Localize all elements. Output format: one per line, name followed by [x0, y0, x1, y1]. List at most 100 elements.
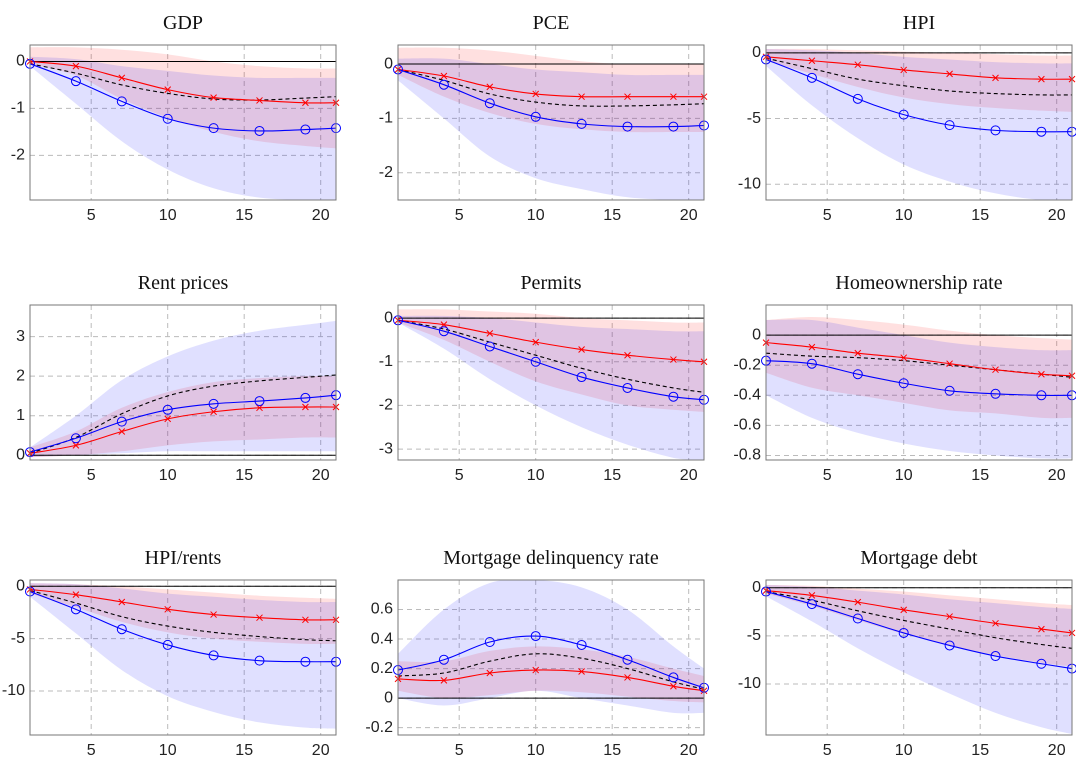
marker [1038, 625, 1045, 633]
y-tick-label: 0 [384, 309, 393, 326]
marker [1038, 75, 1045, 83]
line [398, 653, 704, 690]
line [398, 319, 704, 393]
confidence-band [766, 48, 1072, 112]
y-tick-label: 0 [384, 55, 393, 72]
y-tick-label: -0.2 [365, 719, 393, 736]
marker [254, 396, 265, 407]
y-tick-label: 0.4 [371, 630, 393, 647]
marker [806, 599, 817, 610]
marker [578, 93, 585, 101]
x-tick-label: 10 [527, 467, 545, 484]
marker [808, 343, 816, 351]
marker [898, 378, 909, 389]
marker [118, 74, 126, 82]
marker [484, 637, 495, 647]
x-tick-label: 20 [1048, 742, 1066, 759]
marker [164, 415, 172, 423]
x-tick-label: 15 [235, 742, 253, 759]
marker [530, 111, 541, 122]
y-tick-label: -0.6 [733, 417, 761, 434]
marker [900, 354, 908, 362]
marker [668, 672, 679, 683]
marker [300, 656, 311, 667]
marker [116, 96, 127, 107]
y-tick-label: 0 [752, 326, 761, 343]
y-tick-label: 0 [16, 578, 25, 595]
confidence-band [766, 584, 1072, 667]
marker [438, 654, 449, 665]
marker [944, 120, 955, 131]
marker [438, 79, 449, 90]
y-tick-label: -1 [379, 353, 393, 370]
x-tick-label: 10 [895, 742, 913, 759]
marker [118, 428, 126, 435]
y-tick-label: -10 [738, 675, 761, 692]
marker [302, 616, 309, 624]
x-tick-label: 5 [823, 742, 832, 759]
chart-title: GDP [163, 12, 203, 34]
confidence-band [398, 315, 704, 460]
marker [254, 655, 265, 666]
marker [992, 366, 999, 374]
marker [990, 388, 1001, 399]
marker [670, 356, 677, 363]
y-tick-label: 0 [752, 579, 761, 596]
marker [992, 619, 999, 627]
marker [164, 605, 172, 613]
x-tick-label: 20 [312, 467, 330, 484]
marker [256, 614, 263, 622]
marker [210, 611, 217, 618]
line [766, 360, 1072, 396]
confidence-band [398, 646, 704, 703]
marker [300, 124, 311, 135]
marker [854, 349, 862, 357]
marker [806, 72, 817, 83]
x-tick-label: 10 [895, 207, 913, 224]
marker [1036, 390, 1047, 401]
x-tick-label: 20 [312, 207, 330, 224]
marker [532, 90, 540, 98]
y-tick-label: -5 [11, 630, 25, 647]
confidence-band [398, 47, 704, 133]
marker [300, 392, 311, 403]
x-tick-label: 15 [603, 742, 621, 759]
marker [162, 639, 173, 650]
marker [990, 651, 1001, 662]
marker [118, 598, 126, 606]
line [766, 57, 1072, 96]
y-tick-label: 0 [16, 446, 25, 463]
y-tick-label: -0.2 [733, 356, 761, 373]
marker [208, 398, 219, 409]
marker [622, 654, 633, 665]
y-tick-label: 2 [16, 367, 25, 384]
x-tick-label: 10 [159, 207, 177, 224]
marker [72, 62, 80, 70]
y-tick-label: 0 [752, 44, 761, 61]
marker [70, 76, 81, 87]
y-tick-label: 1 [16, 407, 25, 424]
axes-frame [397, 579, 705, 736]
marker [72, 591, 80, 599]
marker [164, 86, 172, 93]
y-tick-label: -10 [738, 175, 761, 192]
y-tick-label: -0.8 [733, 447, 761, 464]
y-tick-label: 0 [16, 53, 25, 70]
x-tick-label: 5 [455, 742, 464, 759]
axes-frame [765, 579, 1073, 736]
line [398, 68, 704, 107]
marker [1036, 658, 1047, 669]
marker [624, 93, 631, 101]
marker [898, 109, 909, 120]
x-tick-label: 15 [971, 467, 989, 484]
line [30, 394, 336, 453]
marker [302, 403, 309, 411]
x-tick-label: 5 [87, 742, 96, 759]
x-tick-label: 20 [312, 742, 330, 759]
line [398, 319, 704, 363]
line [398, 669, 704, 692]
line [30, 406, 336, 454]
x-tick-label: 5 [87, 207, 96, 224]
chart-title: Permits [520, 272, 581, 294]
marker [578, 668, 585, 675]
